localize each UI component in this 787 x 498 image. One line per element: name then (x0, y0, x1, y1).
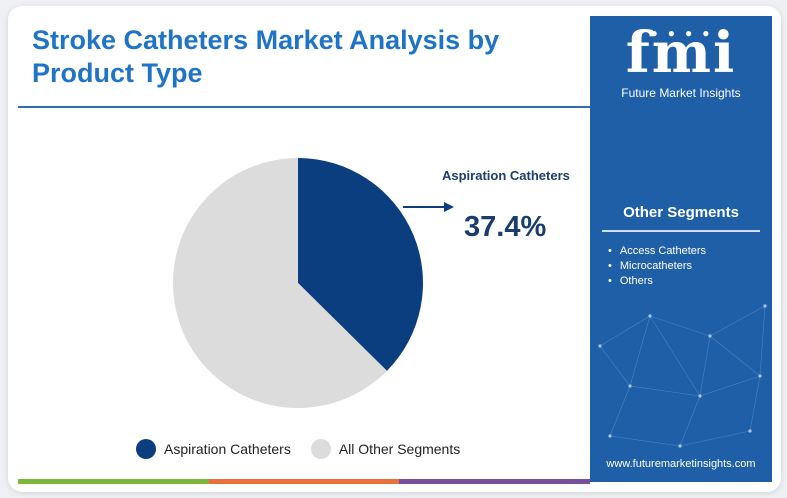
legend: Aspiration Catheters All Other Segments (136, 438, 480, 460)
logo-mark: fmi (625, 20, 737, 86)
sidebar-panel: ●●●● fmi Future Market Insights Other Se… (590, 16, 772, 482)
bar-segment-purple (399, 479, 591, 484)
other-segments-title: Other Segments (623, 204, 739, 221)
fmi-logo: ●●●● fmi Future Market Insights (590, 24, 772, 100)
callout-label: Aspiration Catheters (442, 168, 570, 183)
callout-value: 37.4% (464, 211, 547, 243)
logo-icons: ●●●● (650, 26, 720, 40)
chart-title: Stroke Catheters Market Analysis by Prod… (32, 25, 500, 88)
segments-divider (602, 230, 760, 232)
network-background (598, 304, 767, 448)
legend-item-aspiration: Aspiration Catheters (136, 439, 291, 459)
segment-item: Others (608, 274, 706, 289)
other-segments-list: Access Catheters Microcatheters Others (608, 244, 706, 289)
legend-label-aspiration: Aspiration Catheters (164, 441, 291, 457)
callout-arrow (403, 202, 454, 212)
chart-panel: Stroke Catheters Market Analysis by Prod… (8, 6, 591, 492)
bar-segment-orange (208, 479, 400, 484)
bottom-color-bar (18, 479, 591, 484)
legend-item-other: All Other Segments (310, 439, 461, 459)
pie-slices (173, 158, 423, 408)
legend-swatch-aspiration (136, 439, 156, 459)
pie-slice-aspiration-catheters (298, 158, 423, 371)
legend-label-other: All Other Segments (338, 441, 461, 457)
legend-swatch-other (310, 439, 331, 459)
segment-item: Access Catheters (608, 244, 706, 259)
pie-chart (173, 158, 454, 408)
segment-item: Microcatheters (608, 259, 706, 274)
logo-subtitle: Future Market Insights (621, 86, 741, 100)
title-divider (18, 106, 590, 108)
pie-slice-all-other-segments (173, 158, 387, 408)
bar-segment-green (18, 479, 209, 484)
report-card: Stroke Catheters Market Analysis by Prod… (8, 6, 781, 492)
website-link[interactable]: www.futuremarketinsights.com (606, 458, 756, 470)
